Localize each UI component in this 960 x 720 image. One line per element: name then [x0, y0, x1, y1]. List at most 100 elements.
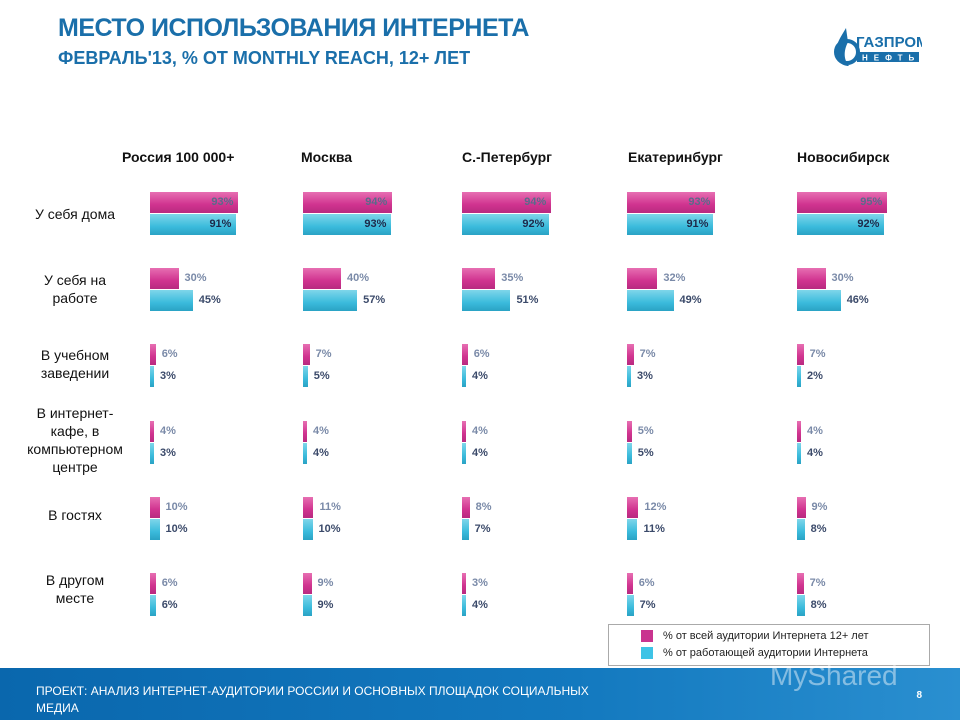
data-label: 4% — [313, 447, 329, 459]
bar — [462, 268, 496, 289]
data-label: 4% — [472, 425, 488, 437]
watermark: MyShared — [770, 660, 898, 691]
data-label: 5% — [637, 425, 654, 437]
bar — [150, 290, 193, 311]
data-label: 4% — [160, 425, 176, 437]
bar — [462, 344, 468, 365]
data-label: 9% — [811, 501, 828, 513]
data-label: 45% — [198, 294, 221, 306]
bar — [150, 268, 179, 289]
bar — [303, 344, 310, 365]
data-label: 7% — [639, 348, 656, 360]
data-label: 8% — [810, 599, 827, 611]
data-label: 10% — [165, 523, 188, 535]
data-label: 57% — [363, 294, 386, 306]
panel-title: Москва — [301, 149, 353, 165]
bar — [797, 268, 826, 289]
data-label: 49% — [679, 294, 702, 306]
data-label: 4% — [472, 447, 488, 459]
bar — [797, 214, 885, 235]
bar — [462, 519, 469, 540]
data-label: 91% — [686, 218, 709, 230]
data-label: 11% — [319, 501, 341, 513]
bar — [462, 290, 511, 311]
row-label: У себя дома — [35, 206, 115, 222]
svg-text:НЕФТЬ: НЕФТЬ — [862, 54, 920, 63]
data-label: 11% — [643, 523, 665, 535]
legend-label: % от работающей аудитории Интернета — [663, 647, 868, 659]
page-subtitle: ФЕВРАЛЬ'13, % ОТ MONTHLY REACH, 12+ ЛЕТ — [58, 48, 471, 68]
bar — [627, 443, 632, 464]
bar — [797, 573, 804, 594]
data-label: 9% — [317, 599, 334, 611]
legend-item: % от работающей аудитории Интернета — [641, 647, 868, 659]
bar — [303, 595, 312, 616]
data-label: 30% — [184, 272, 207, 284]
bar — [303, 366, 308, 387]
data-label: 12% — [644, 501, 667, 513]
data-label: 32% — [663, 272, 686, 284]
bar — [150, 421, 154, 442]
legend-item: % от всей аудитории Интернета 12+ лет — [641, 630, 869, 642]
data-label: 51% — [516, 294, 539, 306]
bar — [150, 214, 237, 235]
data-label: 92% — [857, 218, 880, 230]
legend: % от всей аудитории Интернета 12+ лет % … — [608, 624, 930, 666]
bar — [797, 344, 804, 365]
data-label: 6% — [638, 577, 655, 589]
svg-text:ГАЗПРОМ: ГАЗПРОМ — [856, 34, 922, 51]
row-label: У себя на работе — [43, 272, 107, 306]
gazprom-neft-logo: ГАЗПРОМ НЕФТЬ — [832, 24, 929, 68]
panel-title: Екатеринбург — [628, 149, 723, 165]
bar — [797, 497, 806, 518]
bar — [150, 344, 156, 365]
bar — [303, 519, 313, 540]
footer-band: MyShared ПРОЕКТ: АНАЛИЗ ИНТЕРНЕТ-АУДИТОР… — [0, 660, 960, 720]
data-label: 93% — [688, 196, 711, 208]
data-label: 91% — [209, 218, 232, 230]
data-label: 94% — [524, 196, 547, 208]
bar — [150, 595, 156, 616]
legend-label: % от всей аудитории Интернета 12+ лет — [663, 630, 869, 642]
bar — [462, 421, 466, 442]
data-label: 30% — [831, 272, 854, 284]
data-label: 92% — [522, 218, 545, 230]
data-label: 93% — [211, 196, 234, 208]
footer-text: ПРОЕКТ: АНАЛИЗ ИНТЕРНЕТ-АУДИТОРИИ РОССИИ… — [36, 684, 589, 715]
bar — [462, 192, 552, 213]
data-label: 8% — [810, 523, 827, 535]
data-label: 4% — [472, 370, 488, 382]
bar — [797, 366, 801, 387]
bar — [627, 421, 632, 442]
bar — [797, 290, 841, 311]
bar — [303, 421, 307, 442]
bar — [303, 214, 392, 235]
data-label: 6% — [161, 577, 178, 589]
data-label: 5% — [313, 370, 330, 382]
bar — [462, 443, 466, 464]
bar — [150, 366, 154, 387]
bar — [627, 344, 634, 365]
data-label: 6% — [161, 348, 178, 360]
data-label: 7% — [639, 599, 656, 611]
data-label: 3% — [160, 370, 176, 382]
legend-swatch-pink — [641, 630, 653, 642]
bar — [627, 519, 638, 540]
data-label: 46% — [846, 294, 869, 306]
data-label: 3% — [637, 370, 653, 382]
data-label: 3% — [472, 577, 488, 589]
data-label: 4% — [472, 599, 488, 611]
bar — [150, 497, 160, 518]
bar — [462, 573, 466, 594]
bar — [462, 595, 466, 616]
bar — [150, 192, 239, 213]
data-label: 7% — [315, 348, 332, 360]
data-label: 8% — [475, 501, 492, 513]
bar — [627, 366, 631, 387]
bar — [797, 192, 888, 213]
data-label: 7% — [809, 577, 826, 589]
data-label: 9% — [317, 577, 334, 589]
bar — [462, 214, 550, 235]
data-label: 35% — [501, 272, 524, 284]
data-label: 10% — [318, 523, 341, 535]
